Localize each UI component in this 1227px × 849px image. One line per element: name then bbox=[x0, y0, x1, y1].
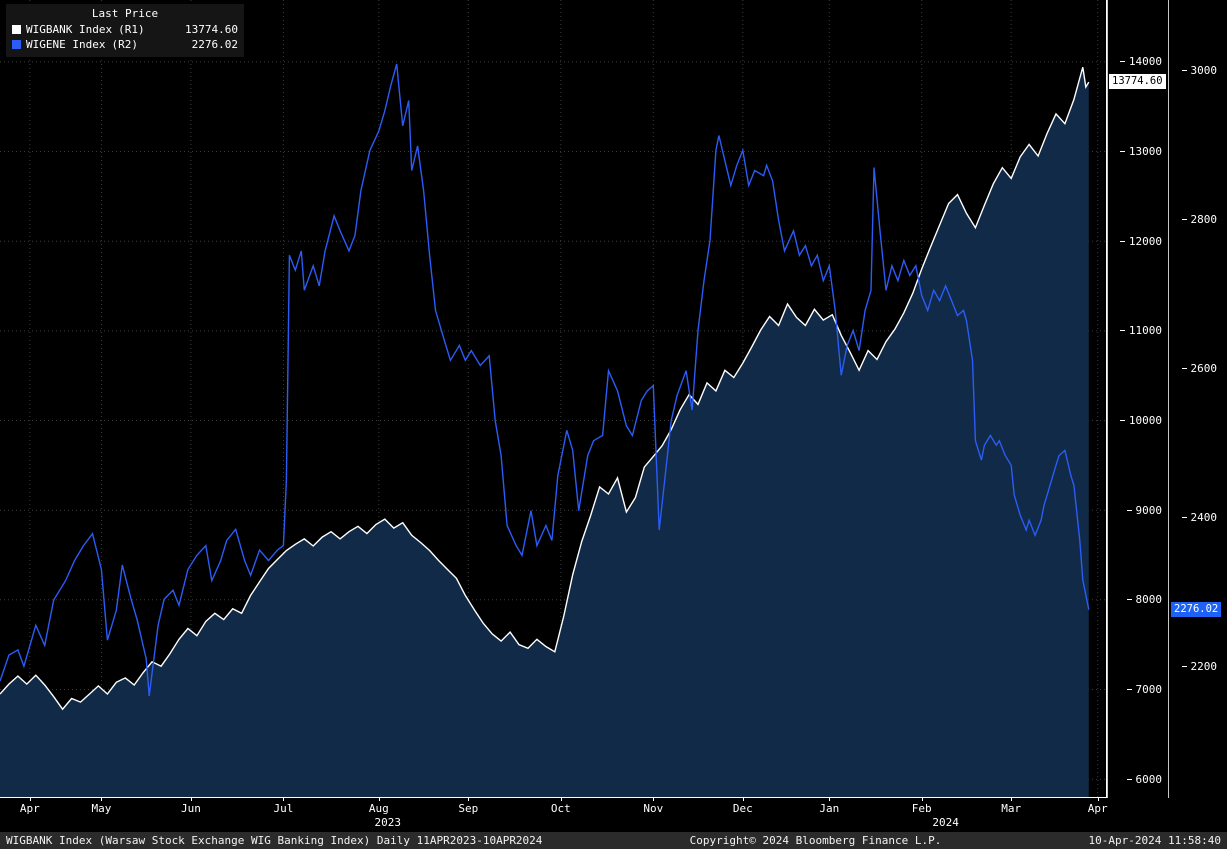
tick-mark bbox=[1119, 330, 1125, 332]
tick-value: 2400 bbox=[1190, 510, 1218, 524]
tick-value: 3000 bbox=[1190, 64, 1218, 78]
tick-value: 10000 bbox=[1128, 414, 1162, 427]
tick-value: 2200 bbox=[1190, 659, 1218, 673]
r1-tick-label: 11000 bbox=[1110, 324, 1162, 338]
r1-tick-label: 8000 bbox=[1110, 593, 1162, 607]
legend[interactable]: Last Price WIGBANK Index (R1) 13774.60 W… bbox=[6, 4, 244, 57]
x-tick-mark bbox=[653, 798, 655, 801]
x-tick-mark bbox=[742, 798, 744, 801]
tick-mark bbox=[1119, 151, 1125, 152]
wigbank-line bbox=[0, 67, 1090, 711]
legend-item-wigbank[interactable]: WIGBANK Index (R1) 13774.60 bbox=[12, 22, 238, 37]
tick-mark bbox=[1126, 778, 1132, 780]
r2-tick-label: 2200 bbox=[1171, 659, 1217, 673]
x-tick-mark bbox=[378, 798, 380, 801]
x-tick-mark bbox=[829, 798, 831, 801]
wigbank-last-price: 13774.60 bbox=[185, 23, 238, 36]
axis-line-r1 bbox=[1107, 0, 1108, 798]
x-year-label: 2023 bbox=[374, 816, 402, 829]
tick-value: 11000 bbox=[1128, 324, 1162, 338]
legend-item-wigene[interactable]: WIGENE Index (R2) 2276.02 bbox=[12, 37, 238, 52]
tick-mark bbox=[1181, 219, 1187, 221]
tick-value: 2800 bbox=[1190, 213, 1218, 227]
x-month-label: Feb bbox=[911, 802, 932, 815]
tick-mark bbox=[1126, 509, 1132, 511]
chart-plot-area[interactable] bbox=[0, 0, 1107, 798]
axis-line-r2 bbox=[1168, 0, 1169, 798]
tick-value: 6000 bbox=[1135, 772, 1163, 786]
x-month-label: Apr bbox=[1087, 802, 1108, 815]
x-month-label: Jun bbox=[180, 802, 201, 815]
tick-value: 14000 bbox=[1128, 55, 1162, 69]
x-tick-mark bbox=[1011, 798, 1013, 801]
wigbank-scale: (R1) bbox=[118, 23, 145, 36]
x-month-label: Oct bbox=[550, 802, 571, 815]
tick-value: 2600 bbox=[1190, 362, 1218, 375]
r1-tick-label: 9000 bbox=[1110, 503, 1162, 517]
tick-value: 13000 bbox=[1128, 145, 1162, 158]
tick-value: 12000 bbox=[1128, 234, 1162, 248]
x-month-label: May bbox=[91, 802, 112, 815]
x-month-label: Sep bbox=[458, 802, 479, 815]
tick-value: 9000 bbox=[1135, 503, 1163, 517]
tick-mark bbox=[1126, 689, 1132, 690]
x-tick-mark bbox=[1097, 798, 1099, 801]
r1-tick-label: 7000 bbox=[1110, 683, 1162, 697]
tick-value: 7000 bbox=[1135, 683, 1163, 696]
price-chart-canvas[interactable] bbox=[0, 0, 1107, 798]
x-tick-mark bbox=[190, 798, 192, 801]
x-month-label: Jan bbox=[819, 802, 840, 815]
x-tick-mark bbox=[560, 798, 562, 801]
wigbank-label: WIGBANK Index bbox=[26, 23, 113, 36]
r1-tick-label: 12000 bbox=[1110, 234, 1162, 248]
plot-border bbox=[0, 0, 1107, 798]
wigene-line bbox=[0, 63, 1090, 697]
wigene-scale: (R2) bbox=[111, 38, 138, 51]
tick-mark bbox=[1119, 61, 1125, 63]
x-tick-mark bbox=[101, 798, 103, 801]
tick-mark bbox=[1119, 240, 1125, 242]
tick-mark bbox=[1181, 70, 1187, 72]
status-bar: WIGBANK Index (Warsaw Stock Exchange WIG… bbox=[0, 832, 1227, 849]
x-month-label: Nov bbox=[643, 802, 664, 815]
r1-tick-label: 14000 bbox=[1110, 55, 1162, 69]
legend-title: Last Price bbox=[91, 7, 159, 20]
r1-tick-label: 13000 bbox=[1110, 145, 1162, 159]
footer-timestamp: 10-Apr-2024 11:58:40 bbox=[1088, 834, 1221, 847]
r2-tick-label: 2400 bbox=[1171, 510, 1217, 524]
footer-copyright: Copyright© 2024 Bloomberg Finance L.P. bbox=[689, 834, 942, 847]
x-month-label: Apr bbox=[19, 802, 40, 815]
x-tick-mark bbox=[468, 798, 470, 801]
x-month-label: Jul bbox=[273, 802, 294, 815]
tick-mark bbox=[1181, 516, 1187, 518]
x-tick-mark bbox=[283, 798, 285, 801]
r1-tick-label: 10000 bbox=[1110, 414, 1162, 428]
x-tick-mark bbox=[921, 798, 923, 801]
x-tick-mark bbox=[29, 798, 31, 801]
r1-tick-label: 6000 bbox=[1110, 772, 1162, 786]
tick-mark bbox=[1126, 599, 1132, 601]
r2-tick-label: 2800 bbox=[1171, 213, 1217, 227]
tick-mark bbox=[1119, 420, 1125, 421]
tick-mark bbox=[1181, 665, 1187, 667]
wigene-label: WIGENE Index bbox=[26, 38, 106, 51]
last-price-label-wigbank: 13774.60 bbox=[1109, 74, 1166, 90]
last-price-label-wigene: 2276.02 bbox=[1171, 601, 1222, 617]
wigbank-area-fill bbox=[0, 67, 1089, 798]
wigbank-color-swatch bbox=[12, 25, 21, 34]
tick-value: 8000 bbox=[1135, 593, 1163, 607]
x-axis: Apr May Jun Jul Aug Sep Oct Nov Dec Jan Feb Mar Apr 2… bbox=[0, 798, 1108, 832]
x-month-label: Dec bbox=[732, 802, 753, 815]
x-month-label: Aug bbox=[368, 802, 389, 815]
wigene-last-price: 2276.02 bbox=[191, 38, 238, 51]
x-month-label: Mar bbox=[1001, 802, 1022, 815]
footer-description: WIGBANK Index (Warsaw Stock Exchange WIG… bbox=[6, 834, 543, 847]
wigene-color-swatch bbox=[12, 40, 21, 49]
tick-mark bbox=[1181, 368, 1187, 369]
r2-tick-label: 3000 bbox=[1171, 64, 1217, 78]
x-year-label: 2024 bbox=[932, 816, 959, 829]
r2-tick-label: 2600 bbox=[1171, 362, 1217, 376]
